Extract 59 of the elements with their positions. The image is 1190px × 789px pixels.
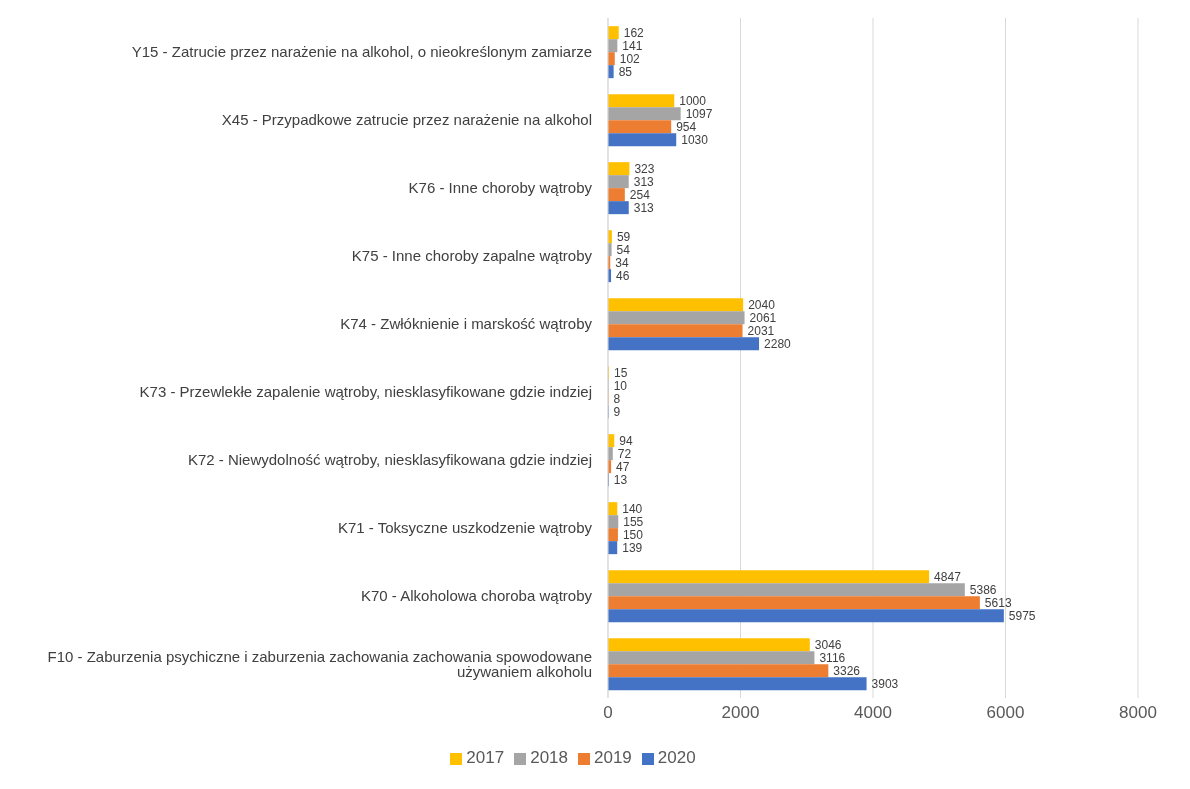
y-tick-label: X45 - Przypadkowe zatrucie przez narażenie na alkohol: [221, 111, 592, 129]
data-label: 72: [617, 446, 632, 461]
data-label: 954: [676, 119, 697, 134]
data-label: 10: [613, 378, 628, 393]
data-label: 3046: [814, 637, 842, 652]
y-tick-label: K74 - Zwłóknienie i marskość wątroby: [340, 315, 593, 333]
data-label: 2040: [748, 297, 776, 312]
y-tick-label: K75 - Inne choroby zapalne wątroby: [351, 247, 593, 265]
x-tick-label: 8000: [1119, 703, 1157, 723]
data-label: 2031: [747, 323, 775, 338]
y-tick-label: K76 - Inne choroby wątroby: [408, 179, 593, 197]
legend-label: 2017: [466, 748, 505, 767]
data-label: 1097: [685, 106, 713, 121]
legend-label: 2019: [594, 748, 632, 767]
x-tick-label: 4000: [854, 703, 892, 723]
data-label: 46: [616, 268, 630, 283]
data-label: 5613: [984, 595, 1012, 610]
data-label: 2280: [764, 336, 792, 351]
data-label: 54: [616, 242, 631, 257]
data-label: 313: [633, 200, 655, 215]
data-label: 139: [622, 540, 643, 555]
data-label: 162: [623, 25, 645, 40]
data-label: 254: [629, 187, 651, 202]
data-label: 102: [619, 51, 641, 66]
data-label: 2061: [749, 310, 777, 325]
data-label: 155: [623, 514, 644, 529]
y-tick-label: K71 - Toksyczne uszkodzenie wątroby: [337, 519, 593, 537]
data-label: 3903: [871, 676, 899, 691]
data-label: 323: [634, 161, 655, 176]
data-label: 8: [613, 391, 621, 406]
data-label: 313: [633, 174, 655, 189]
data-label: 34: [615, 255, 629, 270]
data-label: 13: [613, 472, 628, 487]
legend-label: 2018: [530, 748, 568, 767]
y-tick-label: Y15 - Zatrucie przez narażenie na alkohol, o nieokreślonym zamiarze: [131, 43, 592, 61]
data-label: 3116: [819, 650, 846, 665]
data-label: 47: [616, 459, 630, 474]
y-tick-label: K72 - Niewydolność wątroby, niesklasyfikowana gdzie indziej: [187, 451, 592, 469]
y-tick-label: F10 - Zaburzenia psychiczne i zaburzenia zachowania zachowania spowodowane używaniem alkoholu: [47, 647, 592, 680]
x-tick-label: 0: [603, 703, 613, 723]
data-label: 4847: [934, 569, 962, 584]
data-label: 141: [622, 38, 643, 53]
data-label: 5975: [1008, 608, 1036, 623]
data-label: 5386: [969, 582, 997, 597]
y-tick-label: K73 - Przewlekłe zapalenie wątroby, niesklasyfikowane gdzie indziej: [139, 383, 592, 401]
data-label: 59: [616, 229, 631, 244]
data-label: 1000: [679, 93, 707, 108]
x-tick-label: 6000: [986, 703, 1025, 723]
y-tick-label: K70 - Alkoholowa choroba wątroby: [361, 587, 593, 605]
data-label: 85: [618, 64, 633, 79]
data-label: 140: [622, 501, 643, 516]
data-label: 3326: [833, 663, 861, 678]
data-label: 150: [622, 527, 644, 542]
x-tick-label: 2000: [721, 703, 760, 723]
data-label: 15: [613, 365, 628, 380]
legend-label: 2020: [657, 748, 696, 767]
data-label: 9: [613, 404, 621, 419]
data-label: 1030: [681, 132, 709, 147]
data-label: 94: [619, 433, 633, 448]
